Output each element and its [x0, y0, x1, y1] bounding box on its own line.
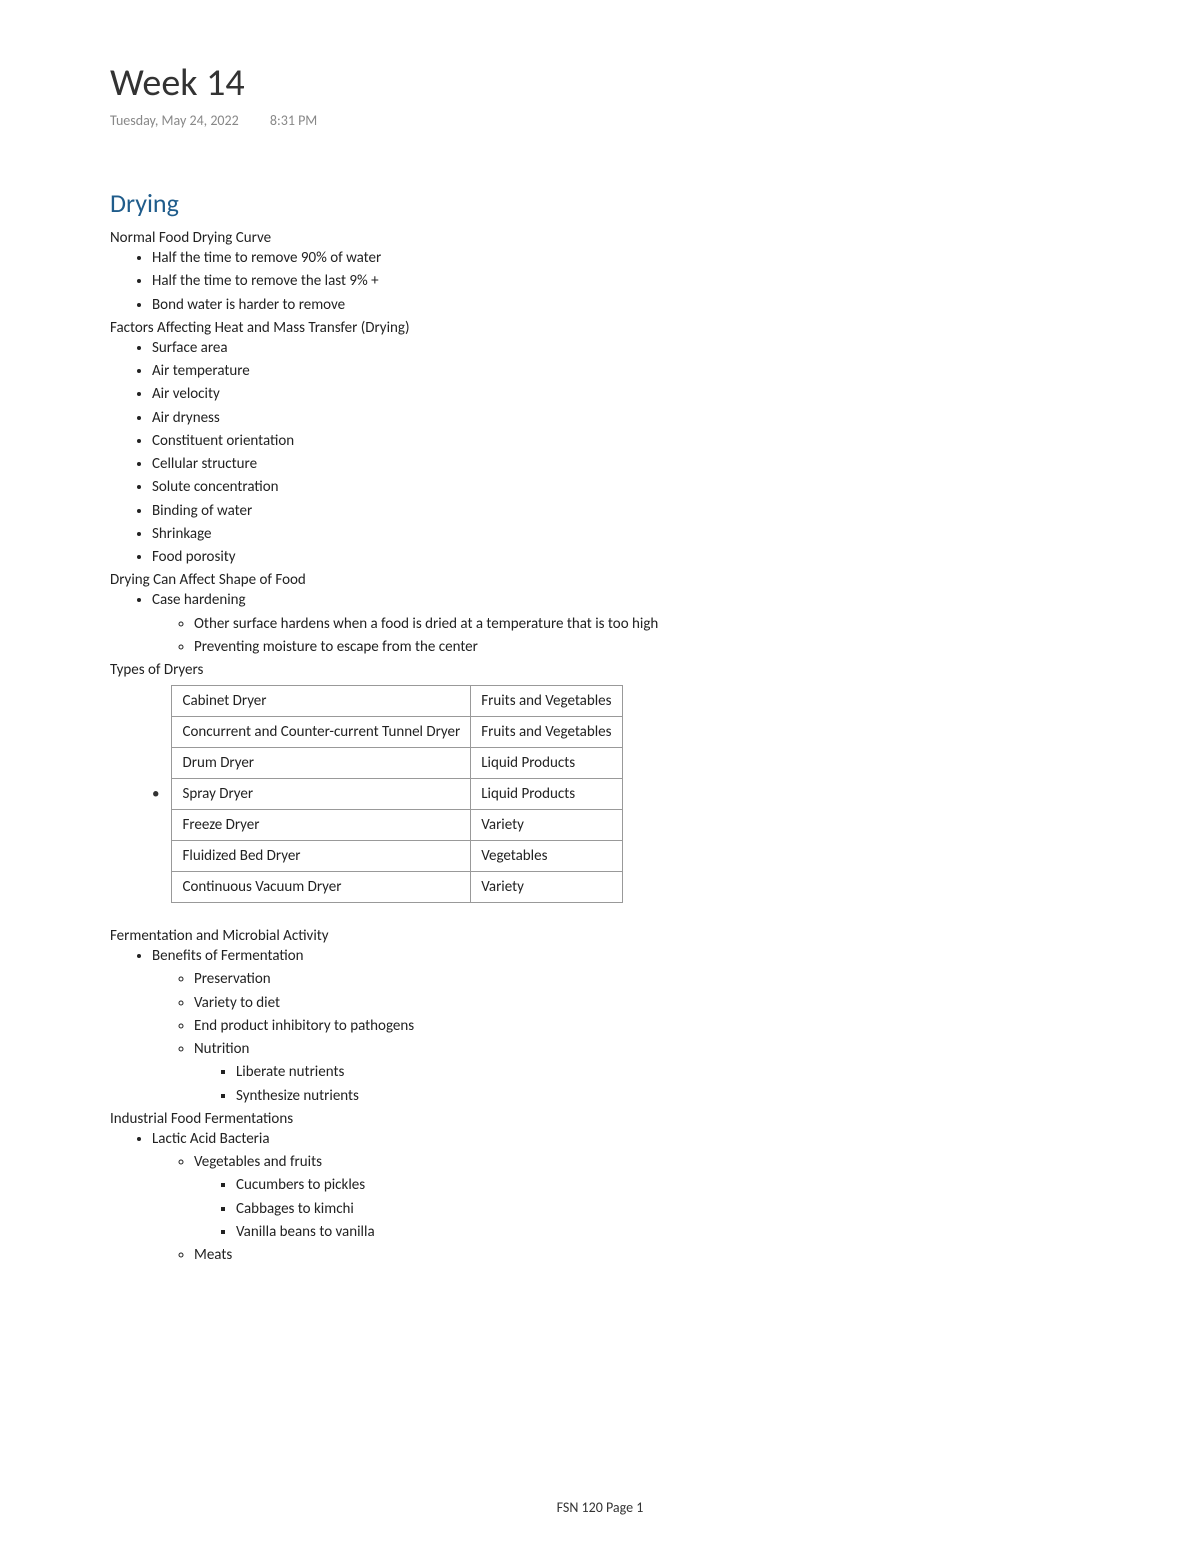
list-item: Solute concentration [152, 476, 1090, 499]
bullet-icon: • [152, 785, 159, 803]
factors-list: Surface area Air temperature Air velocit… [110, 337, 1090, 570]
list-item: Binding of water [152, 500, 1090, 523]
table-cell: Liquid Products [471, 748, 622, 779]
list-item: Variety to diet [194, 992, 1090, 1015]
page-footer: FSN 120 Page 1 [0, 1499, 1200, 1516]
list-item-text: Case hardening [152, 591, 246, 609]
shape-label: Drying Can Affect Shape of Food [110, 571, 1090, 589]
list-item: Food porosity [152, 546, 1090, 569]
industrial-label: Industrial Food Fermentations [110, 1110, 1090, 1128]
list-item: Synthesize nutrients [236, 1085, 1090, 1108]
table-row: Continuous Vacuum DryerVariety [172, 872, 622, 903]
list-item: Air dryness [152, 407, 1090, 430]
meta-time: 8:31 PM [270, 112, 317, 129]
shape-list: Case hardening Other surface hardens whe… [110, 589, 1090, 659]
table-cell: Fruits and Vegetables [471, 686, 622, 717]
normal-curve-label: Normal Food Drying Curve [110, 229, 1090, 247]
table-cell: Freeze Dryer [172, 810, 471, 841]
list-item: Preservation [194, 968, 1090, 991]
dryers-table: Cabinet DryerFruits and Vegetables Concu… [171, 685, 622, 903]
list-item: Vanilla beans to vanilla [236, 1221, 1090, 1244]
dryers-table-wrap: • Cabinet DryerFruits and Vegetables Con… [152, 685, 1090, 903]
section-heading-drying: Drying [110, 187, 1090, 219]
table-cell: Variety [471, 872, 622, 903]
list-item-text: Nutrition [194, 1040, 249, 1058]
table-row: Drum DryerLiquid Products [172, 748, 622, 779]
factors-label: Factors Affecting Heat and Mass Transfer… [110, 319, 1090, 337]
list-item: Air velocity [152, 383, 1090, 406]
list-item: Surface area [152, 337, 1090, 360]
list-item: Other surface hardens when a food is dri… [194, 613, 1090, 636]
list-item: Lactic Acid Bacteria Vegetables and frui… [152, 1128, 1090, 1268]
nutrition-sublist: Liberate nutrients Synthesize nutrients [194, 1061, 1090, 1108]
list-item: Constituent orientation [152, 430, 1090, 453]
table-cell: Spray Dryer [172, 779, 471, 810]
list-item-text: Lactic Acid Bacteria [152, 1130, 270, 1148]
veg-sublist: Cucumbers to pickles Cabbages to kimchi … [194, 1174, 1090, 1244]
list-item: Air temperature [152, 360, 1090, 383]
table-row: Cabinet DryerFruits and Vegetables [172, 686, 622, 717]
list-item: Vegetables and fruits Cucumbers to pickl… [194, 1151, 1090, 1244]
list-item: Half the time to remove the last 9% + [152, 270, 1090, 293]
table-cell: Vegetables [471, 841, 622, 872]
list-item: Shrinkage [152, 523, 1090, 546]
fermentation-list: Benefits of Fermentation Preservation Va… [110, 945, 1090, 1108]
list-item: Case hardening Other surface hardens whe… [152, 589, 1090, 659]
meta-row: Tuesday, May 24, 2022 8:31 PM [110, 112, 1090, 129]
table-cell: Cabinet Dryer [172, 686, 471, 717]
list-item-text: Vegetables and fruits [194, 1153, 322, 1171]
list-item: Cucumbers to pickles [236, 1174, 1090, 1197]
dryers-label: Types of Dryers [110, 661, 1090, 679]
table-cell: Liquid Products [471, 779, 622, 810]
table-cell: Variety [471, 810, 622, 841]
table-row: Spray DryerLiquid Products [172, 779, 622, 810]
list-item: Meats [194, 1244, 1090, 1267]
benefits-sublist: Preservation Variety to diet End product… [152, 968, 1090, 1108]
shape-sublist: Other surface hardens when a food is dri… [152, 613, 1090, 660]
industrial-list: Lactic Acid Bacteria Vegetables and frui… [110, 1128, 1090, 1268]
table-cell: Drum Dryer [172, 748, 471, 779]
table-cell: Fruits and Vegetables [471, 717, 622, 748]
list-item: Cabbages to kimchi [236, 1198, 1090, 1221]
list-item: End product inhibitory to pathogens [194, 1015, 1090, 1038]
table-cell: Fluidized Bed Dryer [172, 841, 471, 872]
meta-date: Tuesday, May 24, 2022 [110, 112, 239, 129]
normal-curve-list: Half the time to remove 90% of water Hal… [110, 247, 1090, 317]
list-item: Cellular structure [152, 453, 1090, 476]
table-cell: Continuous Vacuum Dryer [172, 872, 471, 903]
table-row: Concurrent and Counter-current Tunnel Dr… [172, 717, 622, 748]
list-item: Nutrition Liberate nutrients Synthesize … [194, 1038, 1090, 1108]
page-title: Week 14 [110, 60, 1090, 106]
list-item: Preventing moisture to escape from the c… [194, 636, 1090, 659]
list-item: Bond water is harder to remove [152, 294, 1090, 317]
table-cell: Concurrent and Counter-current Tunnel Dr… [172, 717, 471, 748]
table-row: Fluidized Bed DryerVegetables [172, 841, 622, 872]
fermentation-label: Fermentation and Microbial Activity [110, 927, 1090, 945]
lactic-sublist: Vegetables and fruits Cucumbers to pickl… [152, 1151, 1090, 1267]
list-item-text: Benefits of Fermentation [152, 947, 304, 965]
table-row: Freeze DryerVariety [172, 810, 622, 841]
list-item: Benefits of Fermentation Preservation Va… [152, 945, 1090, 1108]
list-item: Half the time to remove 90% of water [152, 247, 1090, 270]
list-item: Liberate nutrients [236, 1061, 1090, 1084]
